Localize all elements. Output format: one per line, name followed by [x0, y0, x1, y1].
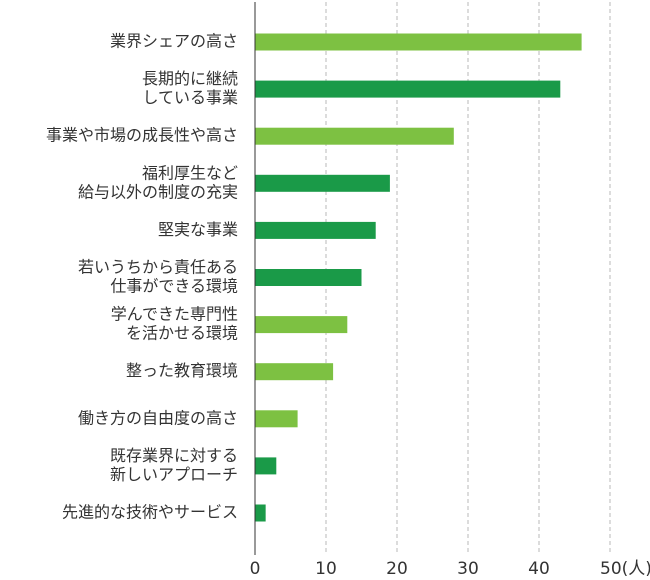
bar-0: [255, 33, 582, 51]
bar-6: [255, 316, 348, 334]
category-label-4: 堅実な事業: [158, 220, 238, 239]
category-label-3: 福利厚生など給与以外の制度の充実: [78, 163, 238, 201]
bar-10: [255, 504, 266, 522]
bar-8: [255, 410, 298, 428]
x-tick-labels: 0 10 20 30 40 50(人): [250, 559, 650, 579]
category-label-9: 既存業界に対する新しいアプローチ: [110, 446, 238, 484]
bar-3: [255, 174, 390, 192]
category-label-2: 事業や市場の成長性や高さ: [46, 126, 238, 145]
x-tick-label-3: 30: [457, 559, 479, 579]
category-labels: 業界シェアの高さ長期的に継続している事業事業や市場の成長性や高さ福利厚生など給与…: [46, 32, 238, 522]
bar-7: [255, 363, 334, 381]
x-tick-label-1: 10: [315, 559, 337, 579]
category-label-0: 業界シェアの高さ: [110, 32, 238, 51]
category-label-10: 先進的な技術やサービス: [62, 503, 238, 522]
category-label-1: 長期的に継続している事業: [142, 69, 238, 107]
bars: [255, 33, 582, 522]
x-tick-label-0: 0: [250, 559, 261, 579]
category-label-7: 整った教育環境: [126, 361, 238, 380]
x-tick-label-2: 20: [386, 559, 408, 579]
bar-4: [255, 221, 376, 239]
x-tick-label-5: 50(人): [600, 559, 650, 579]
bar-2: [255, 127, 454, 145]
category-label-5: 若いうちから責任ある仕事ができる環境: [78, 258, 238, 296]
category-label-8: 働き方の自由度の高さ: [78, 408, 238, 427]
x-tick-label-4: 40: [528, 559, 550, 579]
bar-9: [255, 457, 277, 475]
category-label-6: 学んできた専門性を活かせる環境: [111, 305, 238, 343]
bar-5: [255, 269, 362, 286]
bar-1: [255, 80, 561, 98]
